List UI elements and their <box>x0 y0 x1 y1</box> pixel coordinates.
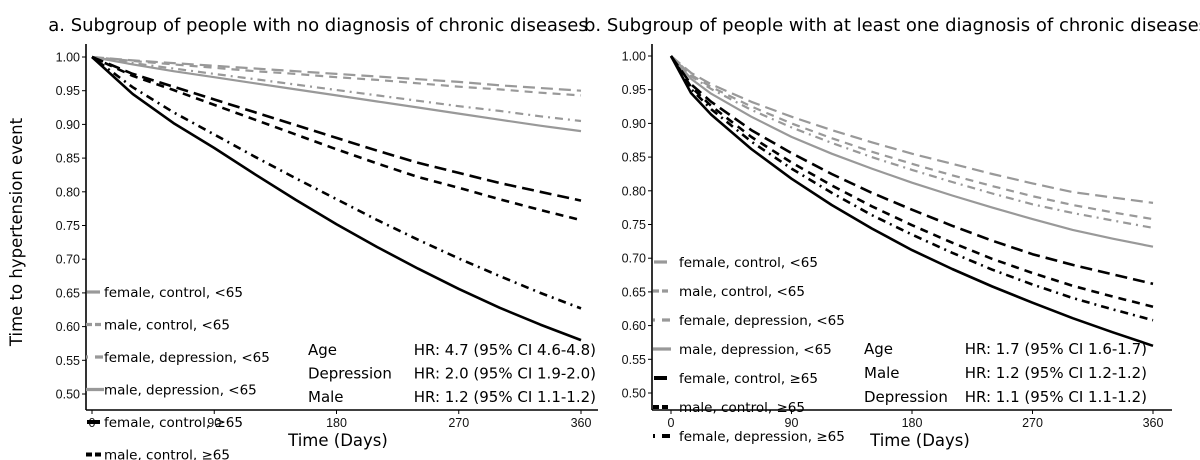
chart-title: b. Subgroup of people with at least one … <box>584 15 1200 36</box>
y-tick-label: 0.95 <box>56 84 80 98</box>
hr-label: Male <box>308 388 344 406</box>
series-line-3 <box>670 55 1154 229</box>
series-line-8 <box>91 56 582 342</box>
hr-label: Age <box>308 341 337 359</box>
y-tick-label: 0.80 <box>56 185 80 199</box>
panel-a: a. Subgroup of people with no diagnosis … <box>48 15 598 460</box>
x-axis-title: Time (Days) <box>869 431 970 450</box>
legend-label: female, depression, <65 <box>104 350 270 366</box>
y-tick-label: 0.90 <box>56 118 80 132</box>
series-line-4 <box>91 55 582 133</box>
x-tick-label: 180 <box>902 416 923 430</box>
y-tick-label: 1.00 <box>56 51 80 65</box>
legend-label: female, control, ≥65 <box>104 415 243 431</box>
series-line-1 <box>670 55 1154 204</box>
hr-label: Age <box>864 340 893 358</box>
y-tick-label: 0.85 <box>622 151 646 165</box>
y-tick-label: 0.60 <box>622 319 646 333</box>
series-line-1 <box>91 55 582 92</box>
legend-label: male, depression, <65 <box>679 342 832 358</box>
hr-label: Male <box>864 364 900 382</box>
y-tick-label: 0.95 <box>622 83 646 97</box>
y-tick-label: 1.00 <box>622 50 646 64</box>
series-line-6 <box>91 55 582 222</box>
y-tick-label: 0.80 <box>622 184 646 198</box>
series-line-5 <box>669 55 1154 286</box>
hr-value: HR: 1.7 (95% CI 1.6-1.7) <box>965 340 1147 358</box>
legend-label: female, control, ≥65 <box>679 371 818 387</box>
chart-title: a. Subgroup of people with no diagnosis … <box>48 15 588 36</box>
panel-b: b. Subgroup of people with at least one … <box>584 15 1200 460</box>
x-tick-label: 90 <box>785 416 799 430</box>
series-line-5 <box>91 55 582 202</box>
x-axis-title: Time (Days) <box>287 431 388 450</box>
hr-value: HR: 1.2 (95% CI 1.1-1.2) <box>414 388 596 406</box>
series-line-8 <box>669 55 1154 348</box>
legend-label: male, control, ≥65 <box>104 448 230 460</box>
y-tick-label: 0.75 <box>56 219 80 233</box>
y-tick-label: 0.65 <box>622 285 646 299</box>
x-tick-label: 360 <box>1143 416 1164 430</box>
legend-label: male, depression, <65 <box>104 383 257 399</box>
y-tick-label: 0.90 <box>622 117 646 131</box>
legend-label: male, control, ≥65 <box>679 400 805 416</box>
y-tick-label: 0.50 <box>622 387 646 401</box>
series-line-3 <box>91 55 582 123</box>
x-tick-label: 90 <box>207 416 221 430</box>
y-tick-label: 0.55 <box>622 353 646 367</box>
legend-label: male, control, <65 <box>104 318 230 334</box>
y-tick-label: 0.85 <box>56 152 80 166</box>
x-tick-label: 270 <box>448 416 469 430</box>
legend-label: female, control, <65 <box>104 285 243 301</box>
series-line-4 <box>670 55 1154 248</box>
series-line-6 <box>669 55 1154 308</box>
hr-value: HR: 1.1 (95% CI 1.1-1.2) <box>965 388 1147 406</box>
hr-label: Depression <box>308 365 392 383</box>
legend-label: female, depression, <65 <box>679 313 845 329</box>
hr-value: HR: 4.7 (95% CI 4.6-4.8) <box>414 341 596 359</box>
hr-value: HR: 1.2 (95% CI 1.2-1.2) <box>965 364 1147 382</box>
legend-label: male, control, <65 <box>679 284 805 300</box>
legend-label: female, control, <65 <box>679 255 818 271</box>
legend-label: female, depression, ≥65 <box>679 429 845 445</box>
hr-label: Depression <box>864 388 948 406</box>
y-tick-label: 0.65 <box>56 286 80 300</box>
series-line-2 <box>670 55 1154 221</box>
y-tick-label: 0.75 <box>622 218 646 232</box>
y-tick-label: 0.50 <box>56 388 80 402</box>
x-tick-label: 180 <box>326 416 347 430</box>
y-tick-label: 0.70 <box>56 253 80 267</box>
hr-value: HR: 2.0 (95% CI 1.9-2.0) <box>414 365 596 383</box>
series-line-2 <box>91 55 582 97</box>
x-tick-label: 360 <box>571 416 592 430</box>
x-tick-label: 270 <box>1022 416 1043 430</box>
series-line-7 <box>669 55 1154 322</box>
y-tick-label: 0.55 <box>56 354 80 368</box>
legend-label: male, depression, ≥65 <box>679 458 832 460</box>
x-tick-label: 0 <box>668 416 675 430</box>
y-axis-title: Time to hypertension event <box>7 117 26 347</box>
y-tick-label: 0.70 <box>622 252 646 266</box>
y-tick-label: 0.60 <box>56 320 80 334</box>
